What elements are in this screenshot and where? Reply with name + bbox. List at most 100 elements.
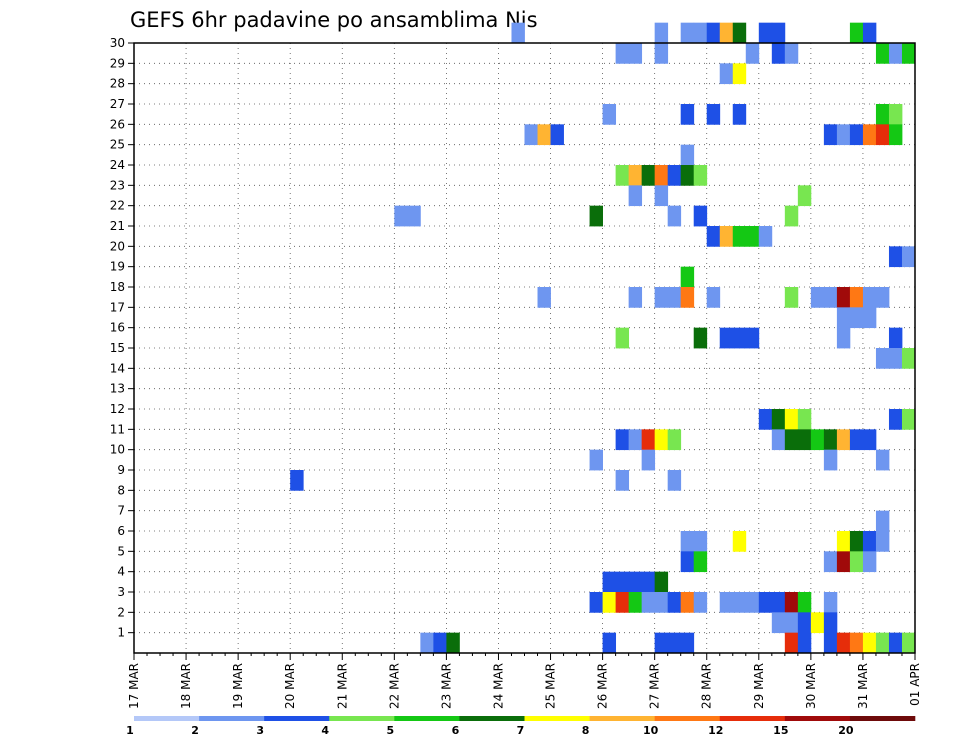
y-tick-label: 12 [110,402,125,416]
heatmap-cell [628,43,643,64]
heatmap-cell [888,632,903,654]
heatmap-cell [797,409,812,430]
heatmap-cell [797,632,812,654]
heatmap-cell [901,409,916,430]
legend-label: 7 [517,724,525,737]
heatmap-cell [823,592,838,613]
x-tick-label: 21 MAR [335,663,349,709]
x-tick-label: 20 MAR [283,663,297,709]
heatmap-cell [732,531,747,552]
heatmap-cell [836,531,851,552]
heatmap-cell [849,287,864,308]
heatmap-cell [433,632,447,654]
heatmap-cell [875,449,890,471]
y-tick-label: 25 [110,138,125,152]
legend-label: 1 [126,724,134,737]
x-axis: 17 MAR 18 MAR 19 MAR 20 MAR 21 MAR 22 MAR 23 M… [127,653,922,709]
legend-label: 10 [643,724,659,737]
heatmap-cell [511,22,525,44]
heatmap-cell [641,165,656,186]
heatmap-cell [836,327,851,349]
heatmap-cell [849,307,864,329]
heatmap-cell [784,592,799,613]
heatmap-cell [667,165,682,186]
heatmap-cell [797,612,812,634]
y-tick-label: 10 [110,443,125,457]
heatmap-cell [719,22,734,44]
x-tick-label: 19 MAR [231,663,245,709]
heatmap-cell [680,531,695,552]
heatmap-cell [719,327,734,349]
chart-title: GEFS 6hr padavine po ansamblima Nis [130,8,538,32]
y-tick-label: 4 [117,565,125,579]
legend-label: 5 [387,724,395,737]
heatmap-cell [680,592,695,613]
heatmap-cell [446,632,460,654]
y-tick-label: 9 [117,463,125,477]
heatmap-cell [537,124,551,146]
heatmap-cell [745,226,760,247]
heatmap-cell [758,592,773,613]
y-tick-label: 3 [117,585,125,599]
heatmap-cell [628,185,643,207]
heatmap-cell [654,22,669,44]
heatmap-cell [732,327,747,349]
heatmap-cell [602,592,617,613]
heatmap-cell [745,592,760,613]
heatmap-cell [797,185,812,207]
heatmap-cell [901,632,916,654]
heatmap-cell [862,124,877,146]
heatmap-cell [693,551,708,573]
heatmap-cell [693,205,708,227]
heatmap-cell [836,429,851,451]
heatmap-cell [758,226,773,247]
heatmap-cell [667,205,682,227]
heatmap-cell [888,246,903,268]
heatmap-cell [290,470,304,491]
heatmap-cell [680,104,695,125]
heatmap-cell [680,551,695,573]
x-tick-label: 26 MAR [596,663,610,709]
heatmap-cell [784,205,799,227]
heatmap-cell [823,632,838,654]
x-tick-label: 01 APR [908,663,922,706]
legend-label: 2 [191,724,199,737]
heatmap-cell [862,429,877,451]
heatmap-cell [862,531,877,552]
heatmap-cell [693,327,708,349]
heatmap-cell [706,22,721,44]
legend-swatch [134,716,200,721]
heatmap-cell [875,510,890,532]
heatmap-cell [862,551,877,573]
y-tick-label: 7 [117,504,125,518]
legend-label: 8 [582,724,590,737]
x-tick-label: 30 MAR [804,663,818,709]
heatmap-cell [810,612,825,634]
legend-swatch [524,716,590,721]
heatmap-cell [719,226,734,247]
heatmap-cell [654,43,669,64]
heatmap-cell [836,124,851,146]
heatmap-cell [875,531,890,552]
heatmap-cell [732,22,747,44]
heatmap-cell [641,429,656,451]
legend: 1 2 3 4 5 6 7 8 10 12 15 20 [126,716,916,737]
y-tick-label: 14 [110,361,125,375]
heatmap-cell [888,348,903,369]
heatmap-cell [849,632,864,654]
heatmap-cell [875,43,890,64]
y-tick-label: 20 [110,239,125,253]
heatmap-cell [784,632,799,654]
legend-swatch [459,716,525,721]
heatmap-cell [784,429,799,451]
legend-swatch [264,716,330,721]
heatmap-cell [836,551,851,573]
heatmap-cell [849,22,864,44]
heatmap-cell [602,571,617,593]
legend-swatch [394,716,460,721]
heatmap-cell [784,43,799,64]
heatmap-cell [875,348,890,369]
heatmap-cell [784,612,799,634]
x-tick-label: 23 MAR [439,663,453,709]
